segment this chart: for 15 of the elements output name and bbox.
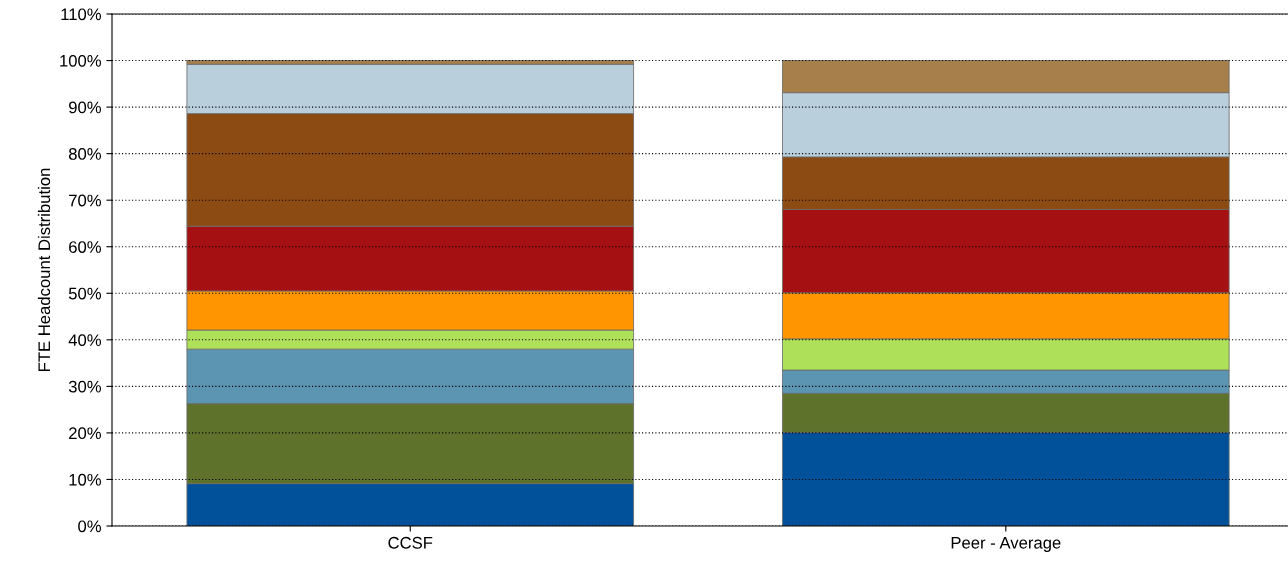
x-tick-label: CCSF [388,536,433,549]
y-tick-label: 30% [68,380,101,393]
y-tick-label: 20% [69,427,101,440]
y-tick-label: 110% [61,8,101,21]
y-tick-label: 40% [68,334,101,347]
y-tick-label: 80% [68,148,101,160]
y-tick-label: 70% [69,194,101,207]
y-axis-title: FTE Headcount Distribution [37,168,51,371]
y-tick-label: 50% [68,287,101,300]
y-tick-label: 60% [69,241,101,253]
y-tick-label: 90% [69,101,101,114]
y-tick-label: 10% [69,473,101,486]
y-tick-label: 0% [78,520,101,533]
y-tick-label: 100% [60,54,101,67]
x-tick-label: Peer - Average [951,537,1061,552]
